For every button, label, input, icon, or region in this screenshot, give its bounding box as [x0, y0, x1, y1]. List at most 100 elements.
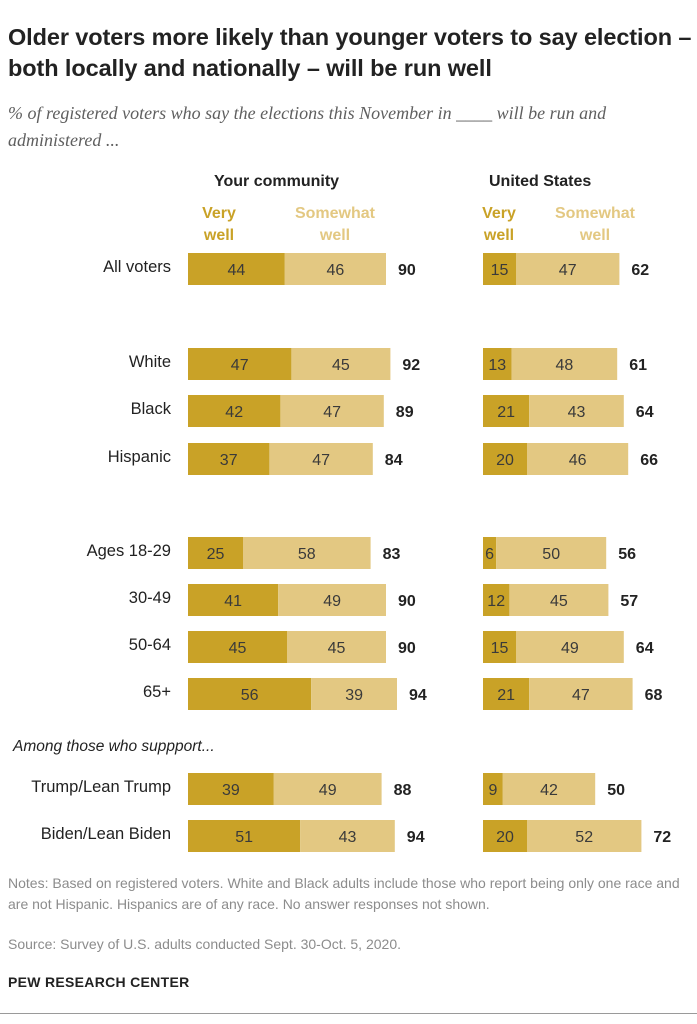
panel-title-united-states: United States: [489, 173, 592, 190]
row-label-hispanic: Hispanic: [107, 448, 171, 466]
row-label-biden-lean-biden: Biden/Lean Biden: [40, 825, 171, 843]
total-label-your-community-all-voters: 90: [398, 262, 416, 279]
value-label-united-states-very-well-65: 21: [497, 687, 515, 704]
bar-united-states-very-well-biden-lean-biden: [483, 820, 527, 852]
value-label-your-community-somewhat-well-trump-lean-trump: 49: [319, 782, 337, 799]
bar-united-states-somewhat-well-50-64: [516, 631, 624, 663]
bar-united-states-somewhat-well-trump-lean-trump: [502, 773, 596, 805]
bar-your-community-somewhat-well-ages-18-29: [243, 537, 371, 569]
value-label-united-states-very-well-biden-lean-biden: 20: [496, 829, 514, 846]
value-label-your-community-very-well-65: 56: [241, 687, 259, 704]
total-label-united-states-50-64: 64: [636, 640, 654, 657]
bar-your-community-very-well-ages-18-29: [188, 537, 243, 569]
bar-your-community-somewhat-well-trump-lean-trump: [273, 773, 382, 805]
total-label-your-community-white: 92: [402, 357, 420, 374]
legend-somewhat-well-right: Somewhat well: [554, 205, 635, 244]
bar-united-states-very-well-all-voters: [483, 253, 516, 285]
value-label-your-community-somewhat-well-ages-18-29: 58: [298, 546, 316, 563]
total-label-your-community-black: 89: [396, 404, 414, 421]
bar-united-states-somewhat-well-30-49: [509, 584, 609, 616]
bar-your-community-very-well-white: [188, 348, 292, 380]
row-label-all-voters: All voters: [103, 258, 171, 276]
bar-your-community-very-well-50-64: [188, 631, 287, 663]
partisan-section-note: Among those who suppport...: [13, 738, 215, 755]
value-label-united-states-very-well-white: 13: [488, 357, 506, 374]
bar-united-states-very-well-hispanic: [483, 443, 527, 475]
chart-subtitle: % of registered voters who say the elect…: [8, 103, 607, 150]
value-label-united-states-somewhat-well-all-voters: 47: [559, 262, 577, 279]
bar-united-states-somewhat-well-ages-18-29: [496, 537, 607, 569]
value-label-united-states-very-well-hispanic: 20: [496, 452, 514, 469]
chart-notes: Notes: Based on registered voters. White…: [8, 875, 680, 912]
bar-united-states-somewhat-well-hispanic: [527, 443, 629, 475]
bar-united-states-somewhat-well-black: [529, 395, 624, 427]
value-label-united-states-somewhat-well-white: 48: [556, 357, 574, 374]
value-label-your-community-somewhat-well-all-voters: 46: [327, 262, 345, 279]
bar-your-community-somewhat-well-black: [280, 395, 384, 427]
bar-your-community-very-well-all-voters: [188, 253, 285, 285]
value-label-your-community-somewhat-well-50-64: 45: [328, 640, 346, 657]
value-label-united-states-very-well-ages-18-29: 6: [485, 546, 494, 563]
value-label-united-states-somewhat-well-ages-18-29: 50: [542, 546, 560, 563]
total-label-your-community-30-49: 90: [398, 593, 416, 610]
bar-united-states-very-well-white: [483, 348, 512, 380]
bar-your-community-very-well-biden-lean-biden: [188, 820, 301, 852]
value-label-your-community-very-well-50-64: 45: [229, 640, 247, 657]
legend-very-well-right: Very well: [482, 205, 516, 244]
value-label-your-community-somewhat-well-hispanic: 47: [312, 452, 330, 469]
value-label-your-community-very-well-biden-lean-biden: 51: [235, 829, 253, 846]
total-label-your-community-trump-lean-trump: 88: [394, 782, 412, 799]
bar-your-community-somewhat-well-hispanic: [269, 443, 373, 475]
value-label-united-states-somewhat-well-hispanic: 46: [569, 452, 587, 469]
total-label-united-states-trump-lean-trump: 50: [607, 782, 625, 799]
total-label-united-states-all-voters: 62: [631, 262, 649, 279]
bar-united-states-somewhat-well-all-voters: [516, 253, 620, 285]
value-label-united-states-very-well-trump-lean-trump: 9: [488, 782, 497, 799]
bar-united-states-very-well-black: [483, 395, 530, 427]
value-label-united-states-somewhat-well-65: 47: [572, 687, 590, 704]
chart-title: Older voters more likely than younger vo…: [8, 24, 692, 81]
value-label-your-community-somewhat-well-65: 39: [345, 687, 363, 704]
total-label-your-community-ages-18-29: 83: [383, 546, 401, 563]
bar-your-community-very-well-30-49: [188, 584, 279, 616]
bar-your-community-very-well-black: [188, 395, 281, 427]
total-label-united-states-white: 61: [629, 357, 647, 374]
total-label-united-states-biden-lean-biden: 72: [653, 829, 671, 846]
value-label-united-states-very-well-30-49: 12: [487, 593, 505, 610]
value-label-your-community-somewhat-well-30-49: 49: [323, 593, 341, 610]
value-label-your-community-very-well-ages-18-29: 25: [207, 546, 225, 563]
panel-title-your-community: Your community: [214, 173, 340, 190]
value-label-your-community-very-well-all-voters: 44: [228, 262, 246, 279]
bar-united-states-very-well-trump-lean-trump: [483, 773, 503, 805]
value-label-your-community-very-well-30-49: 41: [224, 593, 242, 610]
value-label-united-states-very-well-black: 21: [497, 404, 515, 421]
value-label-your-community-somewhat-well-white: 45: [332, 357, 350, 374]
bar-united-states-very-well-65: [483, 678, 530, 710]
chart-source: Source: Survey of U.S. adults conducted …: [8, 936, 401, 952]
total-label-united-states-65: 68: [645, 687, 663, 704]
total-label-united-states-hispanic: 66: [640, 452, 658, 469]
bar-your-community-somewhat-well-biden-lean-biden: [300, 820, 395, 852]
total-label-your-community-hispanic: 84: [385, 452, 403, 469]
bar-your-community-very-well-hispanic: [188, 443, 270, 475]
bar-united-states-very-well-50-64: [483, 631, 516, 663]
total-label-united-states-black: 64: [636, 404, 654, 421]
brand-label: PEW RESEARCH CENTER: [8, 974, 190, 990]
bar-your-community-very-well-trump-lean-trump: [188, 773, 274, 805]
bar-your-community-somewhat-well-white: [291, 348, 391, 380]
bar-united-states-somewhat-well-white: [511, 348, 618, 380]
row-label-white: White: [128, 353, 171, 371]
total-label-your-community-50-64: 90: [398, 640, 416, 657]
bar-united-states-somewhat-well-65: [529, 678, 633, 710]
bar-united-states-very-well-30-49: [483, 584, 510, 616]
bar-united-states-somewhat-well-biden-lean-biden: [527, 820, 642, 852]
value-label-your-community-very-well-white: 47: [231, 357, 249, 374]
value-label-united-states-somewhat-well-30-49: 45: [550, 593, 568, 610]
bar-your-community-very-well-65: [188, 678, 312, 710]
bar-your-community-somewhat-well-50-64: [287, 631, 386, 663]
bottom-divider: [0, 1013, 697, 1014]
total-label-united-states-ages-18-29: 56: [618, 546, 636, 563]
value-label-your-community-very-well-black: 42: [225, 404, 243, 421]
row-label-65: 65+: [143, 683, 171, 701]
